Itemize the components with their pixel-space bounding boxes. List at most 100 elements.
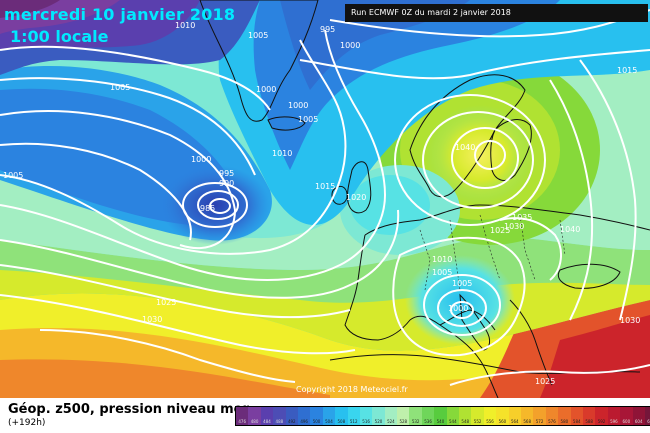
color-scale-value: 588 [585,419,593,424]
color-scale-step: 504 [322,407,336,425]
color-scale-step: 516 [359,407,373,425]
color-scale-step: 524 [384,407,398,425]
color-scale-step: 532 [409,407,422,425]
isobar-label: 1025 [490,226,510,235]
isobar-label: 985 [200,204,215,213]
color-scale-step: 552 [471,407,484,425]
color-scale-step: 480 [248,407,261,425]
color-scale-value: 580 [560,419,569,424]
color-scale-step: 592 [595,407,608,425]
color-scale-step: 580 [558,407,571,425]
color-scale-value: 476 [238,419,247,424]
color-scale-value: 600 [622,419,631,424]
color-scale-value: 540 [436,419,445,424]
color-scale-step: 544 [446,407,460,425]
copyright-notice: Copyright 2018 Meteociel.fr [296,385,408,394]
forecast-time: 1:00 locale [10,27,109,46]
isobar-label: 1005 [432,268,452,277]
isobar-label: 1035 [512,213,532,222]
color-scale-value: 556 [486,419,494,424]
color-scale-step: 508 [335,407,348,425]
isobar-label: 1015 [617,66,637,75]
color-scale-step: 500 [310,407,323,425]
color-scale-value: 552 [473,419,482,424]
isobar-label: 1020 [346,193,366,202]
color-scale-value: 508 [337,419,346,424]
color-scale-value: 560 [498,419,507,424]
color-scale-value: 512 [349,419,358,424]
color-scale-step: 608 [644,407,650,425]
color-scale-value: 516 [362,419,370,424]
isobar-label: 1005 [248,31,268,40]
color-scale-step: 556 [483,407,497,425]
color-scale-value: 524 [387,419,395,424]
isobar-label: 1015 [315,182,335,191]
color-scale-step: 604 [632,407,645,425]
color-scale-step: 476 [236,407,249,425]
color-scale-value: 596 [610,419,618,424]
isobar-label: 1000 [448,304,468,313]
color-scale-value: 608 [647,419,650,424]
isobar-label: 1030 [504,222,524,231]
color-scale-value: 528 [399,419,408,424]
color-scale-step: 496 [297,407,311,425]
isobar-label: 1010 [272,149,292,158]
parameter-label: Géop. z500, pression niveau mer [8,402,249,417]
color-scale-value: 504 [325,419,333,424]
color-scale-value: 484 [263,419,271,424]
isobar-label: 1000 [288,101,308,110]
color-scale-value: 544 [449,419,457,424]
color-scale-value: 520 [374,419,383,424]
color-scale-value: 568 [523,419,531,424]
color-scale-step: 564 [508,407,521,425]
color-scale-step: 528 [397,407,410,425]
isobar-label: 1040 [455,143,475,152]
color-scale-step: 600 [620,407,633,425]
color-scale-value: 492 [287,419,296,424]
color-scale-value: 592 [597,419,606,424]
isobar-label: 1000 [340,41,360,50]
color-scale: 476 480 484 488 492 496 500 504 508 512 516 520 524 5… [235,406,650,426]
isobar-label: 1005 [3,171,23,180]
color-scale-step: 560 [496,407,509,425]
model-run-info: Run ECMWF 0Z du mardi 2 janvier 2018 [345,4,648,22]
color-scale-step: 492 [285,407,298,425]
isobar-label: 1010 [175,21,195,30]
isobar-label: 1025 [535,377,555,386]
isobar-label: 1005 [110,83,130,92]
isobar-label: 990 [219,179,234,188]
color-scale-step: 540 [434,407,447,425]
color-scale-value: 564 [510,419,519,424]
color-scale-step: 596 [607,407,621,425]
color-scale-value: 500 [312,419,321,424]
color-scale-value: 480 [250,419,259,424]
color-scale-step: 576 [545,407,559,425]
isobar-label: 1000 [191,155,211,164]
isobar-label: 1040 [560,225,580,234]
color-scale-step: 536 [421,407,435,425]
color-scale-value: 496 [300,419,308,424]
color-scale-value: 576 [548,419,556,424]
lead-time-label: (+192h) [8,418,46,428]
color-scale-value: 572 [535,419,544,424]
isobar-label: 995 [219,169,234,178]
color-scale-step: 488 [273,407,286,425]
color-scale-step: 572 [533,407,546,425]
forecast-date: mercredi 10 janvier 2018 [4,5,236,24]
color-scale-step: 568 [520,407,534,425]
color-scale-step: 484 [260,407,274,425]
color-scale-value: 488 [275,419,284,424]
isobar-label: 1030 [142,315,162,324]
color-scale-step: 512 [347,407,360,425]
isobar-label: 1030 [620,316,640,325]
color-scale-step: 548 [459,407,472,425]
color-scale-value: 532 [411,419,420,424]
isobar-label: 1005 [452,279,472,288]
isobar-label: 1025 [156,298,176,307]
color-scale-value: 604 [634,419,643,424]
color-scale-step: 584 [570,407,583,425]
color-scale-step: 588 [582,407,596,425]
isobar-label: 1000 [256,85,276,94]
isobar-label: 995 [320,25,335,34]
